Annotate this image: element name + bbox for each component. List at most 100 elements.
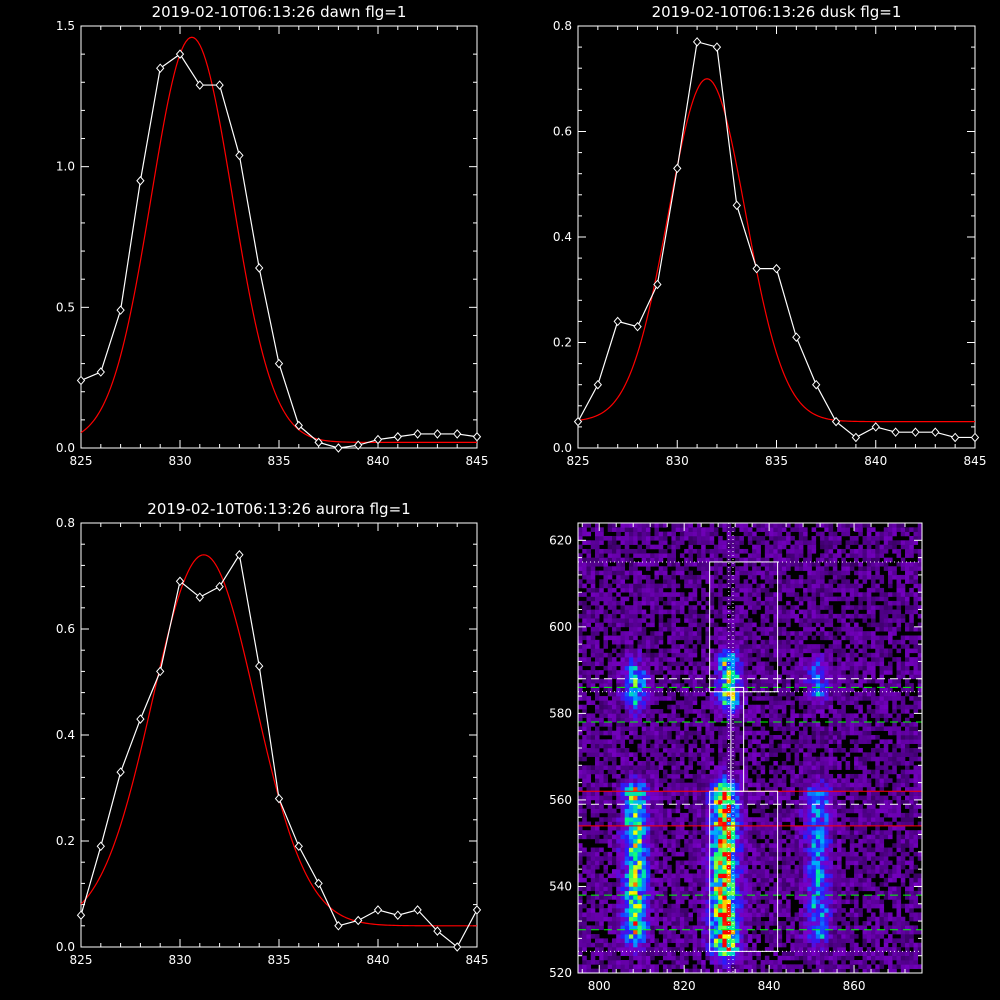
heatmap-cell bbox=[905, 929, 910, 935]
heatmap-cell bbox=[871, 687, 876, 693]
heatmap-cell bbox=[739, 778, 744, 783]
heatmap-cell bbox=[696, 882, 702, 887]
heatmap-cell bbox=[790, 786, 795, 792]
heatmap-cell bbox=[841, 670, 846, 675]
heatmap-cell bbox=[917, 739, 923, 744]
heatmap-cell bbox=[730, 838, 736, 844]
heatmap-cell bbox=[828, 847, 834, 853]
heatmap-cell bbox=[607, 704, 613, 710]
heatmap-cell bbox=[862, 765, 868, 770]
heatmap-cell bbox=[611, 843, 617, 848]
heatmap-cell bbox=[641, 877, 647, 883]
heatmap-cell bbox=[616, 938, 621, 944]
heatmap-cell bbox=[756, 869, 761, 874]
heatmap-cell bbox=[828, 938, 834, 944]
heatmap-cell bbox=[866, 873, 872, 879]
heatmap-cell bbox=[794, 886, 800, 892]
heatmap-cell bbox=[633, 713, 638, 719]
heatmap-cell bbox=[701, 709, 706, 714]
heatmap-cell bbox=[849, 717, 855, 723]
heatmap-cell bbox=[777, 838, 783, 844]
heatmap-cell bbox=[781, 704, 787, 710]
heatmap-cell bbox=[794, 955, 800, 961]
heatmap-cell bbox=[607, 674, 613, 680]
heatmap-cell bbox=[739, 773, 744, 779]
heatmap-cell bbox=[883, 847, 889, 853]
heatmap-cell bbox=[735, 947, 740, 952]
heatmap-cell bbox=[684, 869, 689, 874]
heatmap-cell bbox=[713, 700, 719, 706]
data-point bbox=[96, 367, 105, 377]
heatmap-cell bbox=[696, 735, 702, 740]
heatmap-cell bbox=[820, 942, 825, 948]
heatmap-cell bbox=[590, 683, 596, 688]
heatmap-cell bbox=[786, 817, 791, 822]
heatmap-cell bbox=[735, 916, 740, 922]
heatmap-cell bbox=[798, 869, 804, 874]
heatmap-cell bbox=[709, 942, 715, 948]
heatmap-cell bbox=[896, 925, 902, 931]
heatmap-cell bbox=[849, 847, 855, 853]
heatmap-cell bbox=[662, 856, 668, 861]
heatmap-cell bbox=[679, 860, 685, 866]
heatmap-cell bbox=[654, 877, 659, 883]
heatmap-cell bbox=[871, 942, 876, 948]
heatmap-cell bbox=[637, 748, 643, 753]
heatmap-cell bbox=[879, 665, 885, 671]
heatmap-cell bbox=[909, 760, 914, 766]
heatmap-cell bbox=[641, 951, 647, 956]
heatmap-cell bbox=[777, 722, 783, 727]
heatmap-cell bbox=[586, 860, 592, 866]
heatmap-cell bbox=[624, 748, 630, 753]
heatmap-cell bbox=[692, 665, 698, 671]
heatmap-cell bbox=[879, 808, 885, 814]
heatmap-cell bbox=[590, 769, 596, 775]
heatmap-cell bbox=[662, 735, 668, 740]
heatmap-cell bbox=[832, 821, 838, 827]
heatmap-cell bbox=[658, 687, 664, 693]
heatmap-cell bbox=[582, 821, 587, 827]
heatmap-cell bbox=[645, 968, 651, 974]
heatmap-cell bbox=[654, 916, 659, 922]
heatmap-cell bbox=[616, 955, 621, 961]
heatmap-cell bbox=[637, 921, 643, 926]
heatmap-cell bbox=[624, 808, 630, 814]
heatmap-cell bbox=[803, 830, 808, 835]
heatmap-cell bbox=[764, 743, 770, 749]
heatmap-cell bbox=[913, 882, 919, 887]
heatmap-cell bbox=[854, 864, 859, 870]
heatmap-cell bbox=[790, 808, 795, 814]
heatmap-cell bbox=[590, 882, 596, 887]
heatmap-cell bbox=[905, 903, 910, 909]
heatmap-cell bbox=[888, 808, 893, 814]
heatmap-cell bbox=[807, 864, 812, 870]
heatmap-cell bbox=[900, 817, 906, 822]
heatmap-cell bbox=[820, 916, 825, 922]
heatmap-cell bbox=[824, 735, 829, 740]
heatmap-cell bbox=[786, 691, 791, 697]
heatmap-cell bbox=[607, 722, 613, 727]
heatmap-cell bbox=[735, 843, 740, 848]
heatmap-cell bbox=[909, 804, 914, 809]
heatmap-cell bbox=[905, 951, 910, 956]
heatmap-cell bbox=[594, 886, 600, 892]
heatmap-cell bbox=[590, 968, 596, 974]
heatmap-cell bbox=[820, 947, 825, 952]
heatmap-cell bbox=[628, 709, 634, 714]
heatmap-cell bbox=[849, 925, 855, 931]
heatmap-cell bbox=[616, 925, 621, 931]
heatmap-cell bbox=[760, 765, 766, 770]
heatmap-cell bbox=[875, 756, 880, 762]
heatmap-cell bbox=[667, 929, 672, 935]
heatmap-cell bbox=[862, 951, 868, 956]
heatmap-cell bbox=[713, 964, 719, 969]
heatmap-cell bbox=[815, 968, 821, 974]
heatmap-cell bbox=[637, 947, 643, 952]
heatmap-cell bbox=[607, 691, 613, 697]
heatmap-cell bbox=[790, 843, 795, 848]
y-tick-label: 0.5 bbox=[56, 300, 75, 314]
heatmap-cell bbox=[637, 908, 643, 913]
heatmap-cell bbox=[667, 843, 672, 848]
heatmap-cell bbox=[879, 864, 885, 870]
heatmap-cell bbox=[705, 899, 710, 905]
